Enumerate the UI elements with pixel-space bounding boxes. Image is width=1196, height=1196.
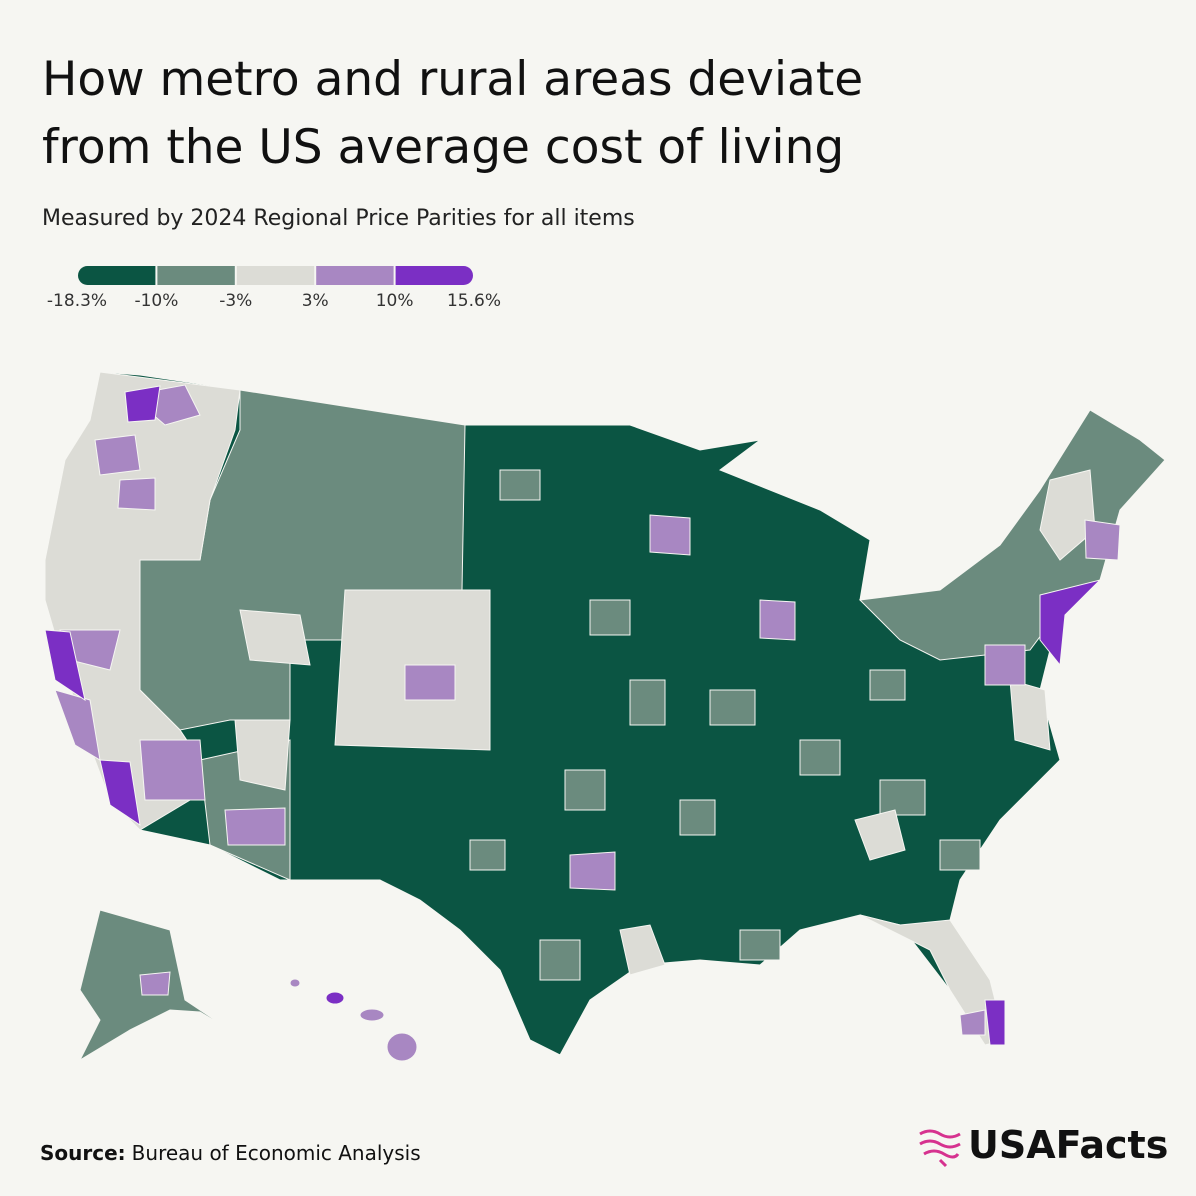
region: [386, 1032, 418, 1062]
region: [224, 807, 286, 846]
map: [44, 371, 1166, 1062]
legend-tick-label: 10%: [376, 291, 414, 311]
source-label: Source:: [40, 1141, 126, 1165]
region: [854, 809, 906, 861]
region: [404, 664, 456, 701]
region: [1039, 579, 1102, 667]
region: [1084, 519, 1121, 561]
legend-tick-label: -18.3%: [47, 291, 107, 311]
region: [44, 629, 86, 702]
region: [564, 769, 606, 811]
region: [879, 779, 926, 816]
legend-swatch: [316, 266, 394, 285]
legend-tick-label: -3%: [219, 291, 252, 311]
legend-swatch: [395, 266, 473, 285]
region: [959, 1009, 986, 1036]
region: [649, 514, 691, 556]
legend: -18.3% -10% -3% 3% 10% 15.6%: [47, 266, 501, 311]
legend-swatch: [78, 266, 156, 285]
region: [629, 679, 666, 726]
region: [569, 851, 616, 891]
region: [139, 739, 206, 801]
region: [124, 385, 161, 423]
legend-swatch: [157, 266, 235, 285]
title-line: from the US average cost of living: [42, 120, 844, 175]
source-text: Bureau of Economic Analysis: [132, 1141, 421, 1165]
region: [939, 839, 981, 871]
region: [325, 991, 345, 1005]
region: [619, 924, 666, 976]
title-line: How metro and rural areas deviate: [42, 52, 863, 107]
region: [469, 839, 506, 871]
region: [709, 689, 756, 726]
legend-tick-label: -10%: [134, 291, 178, 311]
region: [1039, 469, 1096, 561]
region: [499, 469, 541, 501]
region: [739, 929, 781, 961]
region: [539, 939, 581, 981]
region: [234, 719, 291, 791]
region: [94, 434, 141, 476]
region: [139, 971, 171, 996]
region: [99, 759, 141, 827]
legend-tick-label: 15.6%: [447, 291, 501, 311]
region: [239, 609, 311, 666]
region: [759, 599, 796, 641]
region: [799, 739, 841, 776]
legend-swatch: [236, 266, 315, 285]
subtitle: Measured by 2024 Regional Price Parities…: [42, 206, 635, 231]
region: [359, 1008, 385, 1022]
brand-name: USAFacts: [968, 1123, 1168, 1167]
source: Source: Bureau of Economic Analysis: [40, 1141, 421, 1165]
region: [117, 477, 156, 511]
region: [869, 669, 906, 701]
region: [289, 978, 301, 988]
region: [1009, 679, 1051, 751]
region: [984, 644, 1026, 686]
region: [679, 799, 716, 836]
region: [984, 999, 1006, 1046]
brand-logo: [919, 1129, 961, 1168]
region: [589, 599, 631, 636]
legend-tick-label: 3%: [302, 291, 329, 311]
